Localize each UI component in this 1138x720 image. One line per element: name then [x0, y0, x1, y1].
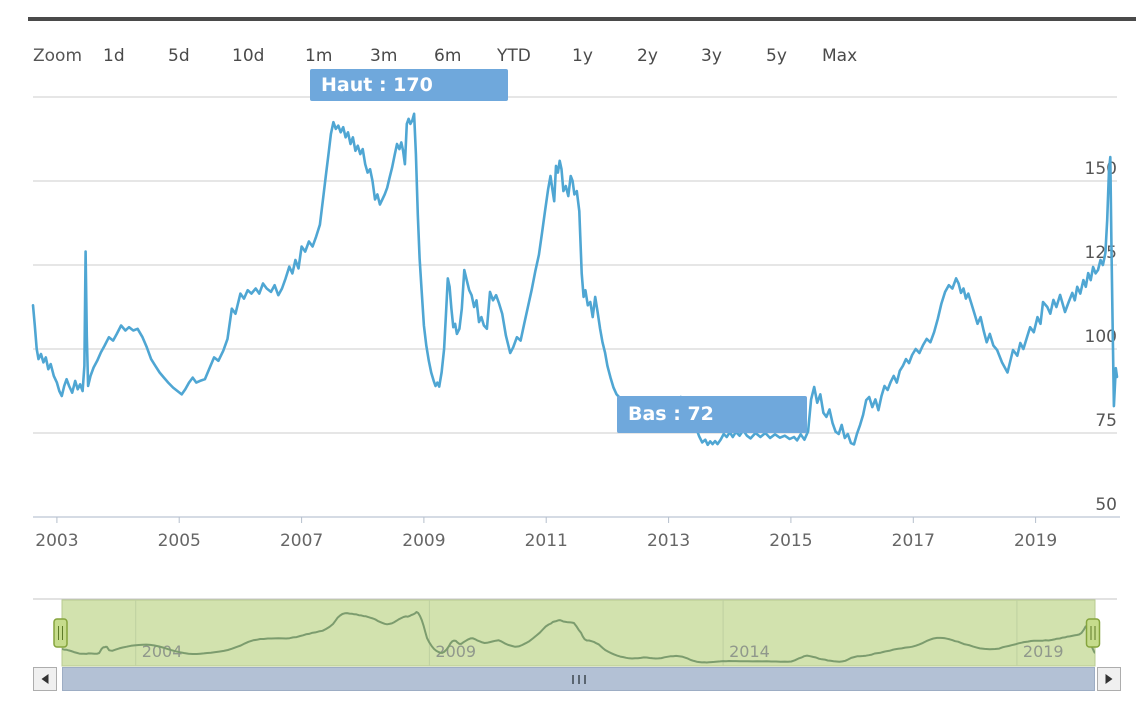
x-axis-label-2003: 2003 [35, 531, 78, 551]
high-annotation-tooltip: Haut : 170 [310, 69, 508, 101]
range-button-3m[interactable]: 3m [370, 46, 398, 66]
navigator-handle-left[interactable] [53, 618, 68, 648]
range-button-1d[interactable]: 1d [103, 46, 125, 66]
navigator-series-line [62, 611, 1095, 664]
scrollbar-thumb[interactable] [62, 667, 1095, 691]
zoom-label: Zoom [33, 46, 83, 66]
x-axis-label-2017: 2017 [892, 531, 935, 551]
plot-area[interactable] [33, 80, 1117, 517]
navigator-label-2009: 2009 [435, 642, 476, 661]
range-button-2y[interactable]: 2y [637, 46, 658, 66]
navigator-label-2004: 2004 [142, 642, 183, 661]
range-button-1m[interactable]: 1m [305, 46, 333, 66]
low-annotation-tooltip: Bas : 72 [617, 396, 807, 433]
scrollbar-grip-icon [571, 674, 574, 684]
navigator-handle-right[interactable] [1085, 618, 1101, 648]
range-button-6m[interactable]: 6m [434, 46, 462, 66]
scroll-right-icon [1105, 674, 1113, 684]
scrollbar-grip-icon [583, 674, 586, 684]
scrollbar-grip-icon [577, 674, 580, 684]
range-button-ytd[interactable]: YTD [497, 46, 531, 66]
x-axis-label-2011: 2011 [525, 531, 568, 551]
y-axis-label-125: 125 [1085, 243, 1117, 263]
x-axis-label-2005: 2005 [158, 531, 201, 551]
range-button-10d[interactable]: 10d [232, 46, 265, 66]
range-button-1y[interactable]: 1y [572, 46, 593, 66]
y-axis-label-100: 100 [1085, 327, 1117, 347]
x-axis-label-2015: 2015 [769, 531, 812, 551]
range-button-3y[interactable]: 3y [701, 46, 722, 66]
range-button-5y[interactable]: 5y [766, 46, 787, 66]
range-button-max[interactable]: Max [822, 46, 858, 66]
navigator-mask[interactable] [61, 599, 1096, 667]
x-axis-label-2007: 2007 [280, 531, 323, 551]
scrollbar-left-button[interactable] [33, 667, 57, 691]
x-axis-label-2013: 2013 [647, 531, 690, 551]
range-button-5d[interactable]: 5d [168, 46, 190, 66]
x-axis-label-2019: 2019 [1014, 531, 1057, 551]
navigator-label-2019: 2019 [1023, 642, 1064, 661]
top-divider [28, 17, 1136, 21]
scroll-left-icon [41, 674, 49, 684]
y-axis-label-75: 75 [1095, 411, 1117, 431]
price-series-line [31, 112, 1119, 447]
scrollbar-right-button[interactable] [1097, 667, 1121, 691]
navigator-label-2014: 2014 [729, 642, 770, 661]
x-axis-label-2009: 2009 [402, 531, 445, 551]
y-axis-label-50: 50 [1095, 495, 1117, 515]
